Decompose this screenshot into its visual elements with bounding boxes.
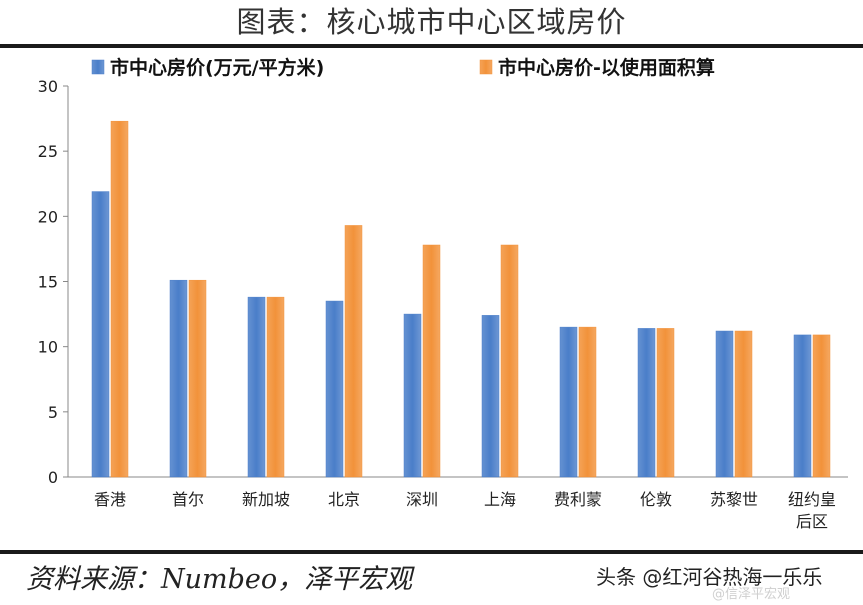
x-category-label: 伦敦	[640, 490, 672, 509]
bottom-divider	[0, 550, 863, 554]
y-tick-label: 30	[38, 77, 58, 96]
bar-usable-area-price	[266, 296, 285, 478]
legend-swatch	[479, 59, 493, 75]
legend-swatch	[91, 59, 105, 75]
y-tick-label: 15	[38, 273, 58, 292]
x-category-label: 首尔	[172, 490, 204, 509]
y-tick-label: 5	[48, 403, 58, 422]
x-category-label: 北京	[328, 490, 360, 509]
y-tick-label: 25	[38, 142, 58, 161]
watermark-faint: @信泽平宏观	[712, 587, 791, 602]
source-note: 资料来源：Numbeo，泽平宏观	[26, 564, 413, 595]
x-category-label: 纽约皇	[788, 490, 836, 509]
chart-title: 图表：核心城市中心区域房价	[236, 5, 627, 39]
top-divider	[0, 44, 863, 48]
bar-price	[403, 313, 422, 478]
legend-label: 市中心房价(万元/平方米)	[110, 56, 324, 79]
x-category-label: 上海	[484, 490, 516, 509]
x-category-label: 后区	[796, 512, 828, 531]
y-tick-label: 10	[38, 338, 58, 357]
bar-price	[247, 296, 266, 478]
bar-price	[715, 330, 734, 478]
bar-usable-area-price	[422, 244, 441, 478]
bar-usable-area-price	[500, 244, 519, 478]
bar-usable-area-price	[734, 330, 753, 478]
legend-label: 市中心房价-以使用面积算	[498, 56, 715, 79]
x-category-label: 苏黎世	[710, 490, 758, 509]
bar-price	[637, 328, 656, 478]
bar-price	[91, 191, 110, 478]
y-tick-label: 0	[48, 468, 58, 487]
x-category-label: 深圳	[406, 490, 438, 509]
x-category-label: 费利蒙	[554, 490, 602, 509]
x-category-label: 新加坡	[242, 490, 290, 509]
bar-price	[481, 315, 500, 478]
bar-usable-area-price	[110, 120, 129, 478]
x-category-label: 香港	[94, 490, 126, 509]
bar-price	[325, 300, 344, 478]
bar-price	[559, 326, 578, 478]
bar-price	[169, 279, 188, 478]
bar-usable-area-price	[812, 334, 831, 478]
bar-usable-area-price	[656, 328, 675, 478]
bar-price	[793, 334, 812, 478]
bar-usable-area-price	[344, 225, 363, 478]
bar-usable-area-price	[578, 326, 597, 478]
bar-usable-area-price	[188, 279, 207, 478]
watermark: 头条 @红河谷热海一乐乐	[596, 565, 823, 589]
y-tick-label: 20	[38, 207, 58, 226]
